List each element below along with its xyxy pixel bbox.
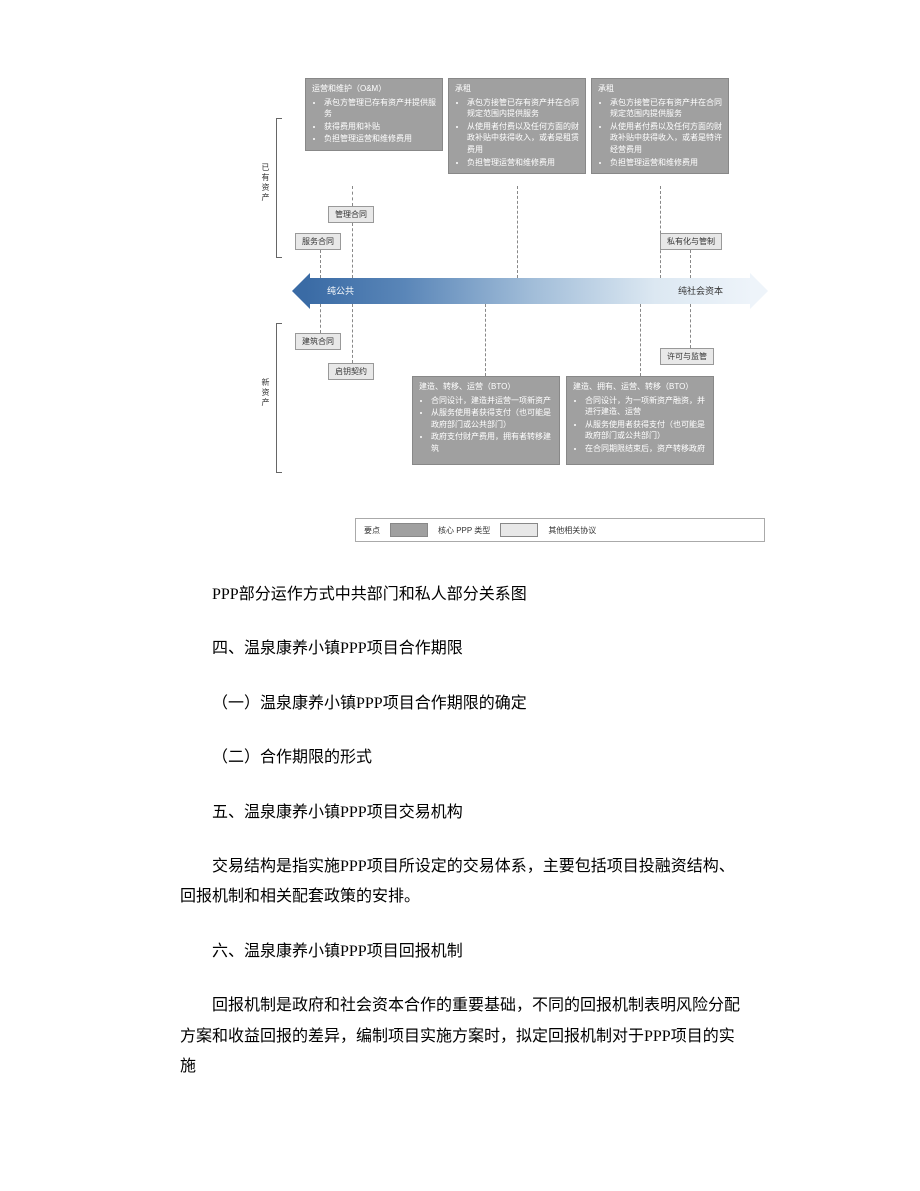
legend-core-label: 核心 PPP 类型 xyxy=(438,525,490,536)
info-box-item: 承包方管理已存有资产并提供服务 xyxy=(324,97,436,120)
dline xyxy=(640,304,641,376)
legend-other-label: 其他相关协议 xyxy=(548,525,596,536)
info-box-title: 承租 xyxy=(598,83,722,95)
small-label-box: 许可与监管 xyxy=(660,348,714,365)
dline xyxy=(352,223,353,278)
info-box-list: 承包方管理已存有资产并提供服务获得费用和补贴负担管理运营和维修费用 xyxy=(312,97,436,145)
brace-bottom xyxy=(276,323,282,473)
dline xyxy=(660,186,661,278)
small-label-box: 启钥契约 xyxy=(328,363,374,380)
info-box-list: 合同设计，为一项新资产融资，并进行建造、运营从服务使用者获得支付（也可能是政府部… xyxy=(573,395,707,455)
info-box: 承租承包方接管已存有资产并在合同规定范围内提供服务从使用者付费以及任何方面的财政… xyxy=(448,78,586,174)
arrow-label-right: 纯社会资本 xyxy=(678,284,723,297)
arrow-head-right xyxy=(750,273,768,309)
paragraph-6: 回报机制是政府和社会资本合作的重要基础，不同的回报机制表明风险分配方案和收益回报… xyxy=(180,991,740,1082)
small-label-box: 建筑合同 xyxy=(295,333,341,350)
arrow-label-left: 纯公共 xyxy=(327,284,354,297)
ppp-diagram: 已有资产 新资产 运营和维护（O&M） 承包方管理已存有资产并提供服务获得费用和补… xyxy=(260,78,800,548)
info-box-item: 从使用者付费以及任何方面的财政补贴中获得收入，或者是租赁费用 xyxy=(467,121,579,156)
info-box-title: 建造、拥有、运营、转移（BTO） xyxy=(573,381,707,393)
brace-top xyxy=(276,118,282,258)
heading-4-2: （二）合作期限的形式 xyxy=(180,743,740,773)
info-box-item: 承包方接管已存有资产并在合同规定范围内提供服务 xyxy=(610,97,722,120)
info-box: 运营和维护（O&M） 承包方管理已存有资产并提供服务获得费用和补贴负担管理运营和维… xyxy=(305,78,443,151)
legend-core-swatch xyxy=(390,523,428,537)
heading-5: 五、温泉康养小镇PPP项目交易机构 xyxy=(180,798,740,828)
body-text: PPP部分运作方式中共部门和私人部分关系图 四、温泉康养小镇PPP项目合作期限 … xyxy=(180,580,740,1082)
info-box-title: 运营和维护（O&M） xyxy=(312,83,436,95)
info-box-item: 从服务使用者获得支付（也可能是政府部门或公共部门） xyxy=(431,407,553,430)
info-box-item: 从使用者付费以及任何方面的财政补贴中获得收入，或者是特许经营费用 xyxy=(610,121,722,156)
info-box-item: 承包方接管已存有资产并在合同规定范围内提供服务 xyxy=(467,97,579,120)
heading-4-1: （一）温泉康养小镇PPP项目合作期限的确定 xyxy=(180,689,740,719)
diagram-caption: PPP部分运作方式中共部门和私人部分关系图 xyxy=(180,580,740,610)
info-box-item: 负担管理运营和维修费用 xyxy=(324,133,436,145)
dline xyxy=(517,186,518,278)
info-box-item: 政府支付财产费用，拥有者转移建筑 xyxy=(431,431,553,454)
info-box: 建造、拥有、运营、转移（BTO） 合同设计，为一项新资产融资，并进行建造、运营从服… xyxy=(566,376,714,465)
small-label-box: 服务合同 xyxy=(295,233,341,250)
info-box-item: 合同设计，建造并运营一项新资产 xyxy=(431,395,553,407)
info-box-list: 承包方接管已存有资产并在合同规定范围内提供服务从使用者付费以及任何方面的财政补贴… xyxy=(455,97,579,169)
info-box-item: 从服务使用者获得支付（也可能是政府部门或公共部门） xyxy=(585,419,707,442)
info-box-list: 承包方接管已存有资产并在合同规定范围内提供服务从使用者付费以及任何方面的财政补贴… xyxy=(598,97,722,169)
info-box: 建造、转移、运营（BTO） 合同设计，建造并运营一项新资产从服务使用者获得支付（也… xyxy=(412,376,560,465)
info-box-list: 合同设计，建造并运营一项新资产从服务使用者获得支付（也可能是政府部门或公共部门）… xyxy=(419,395,553,455)
info-box-title: 建造、转移、运营（BTO） xyxy=(419,381,553,393)
brace-bottom-label: 新资产 xyxy=(260,378,271,408)
legend-other-swatch xyxy=(500,523,538,537)
dline xyxy=(320,304,321,333)
dline xyxy=(690,304,691,348)
dline xyxy=(352,186,353,206)
info-box-item: 在合同期限结束后，资产转移政府 xyxy=(585,443,707,455)
dline xyxy=(352,304,353,363)
info-box: 承租承包方接管已存有资产并在合同规定范围内提供服务从使用者付费以及任何方面的财政… xyxy=(591,78,729,174)
heading-6: 六、温泉康养小镇PPP项目回报机制 xyxy=(180,937,740,967)
dline xyxy=(690,250,691,278)
legend-key-label: 要点 xyxy=(364,525,380,536)
brace-top-label: 已有资产 xyxy=(260,163,271,203)
legend: 要点 核心 PPP 类型 其他相关协议 xyxy=(355,518,765,542)
info-box-title: 承租 xyxy=(455,83,579,95)
small-label-box: 私有化与管制 xyxy=(660,233,722,250)
info-box-item: 负担管理运营和维修费用 xyxy=(610,157,722,169)
heading-4: 四、温泉康养小镇PPP项目合作期限 xyxy=(180,634,740,664)
info-box-item: 合同设计，为一项新资产融资，并进行建造、运营 xyxy=(585,395,707,418)
dline xyxy=(485,304,486,376)
info-box-item: 负担管理运营和维修费用 xyxy=(467,157,579,169)
info-box-item: 获得费用和补贴 xyxy=(324,121,436,133)
spectrum-arrow: 纯公共 纯社会资本 xyxy=(292,278,768,304)
small-label-box: 管理合同 xyxy=(328,206,374,223)
dline xyxy=(320,250,321,278)
paragraph-5: 交易结构是指实施PPP项目所设定的交易体系，主要包括项目投融资结构、回报机制和相… xyxy=(180,852,740,913)
